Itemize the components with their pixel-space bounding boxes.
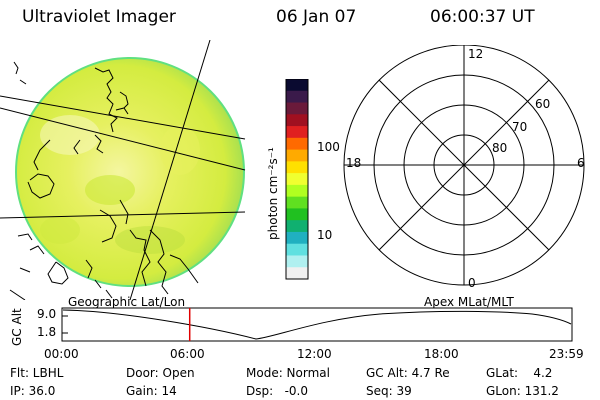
colorbar-segment — [286, 79, 308, 92]
colorbar-segment — [286, 267, 308, 280]
polar-diagonal-2 — [378, 79, 550, 251]
colorbar-segment — [286, 220, 308, 233]
colorbar-tick-10: 10 — [317, 228, 333, 242]
mlt-label-6: 6 — [577, 156, 585, 170]
time-tick-1200: 12:00 — [297, 347, 332, 361]
mode-value: Mode: Normal — [246, 366, 330, 380]
colorbar-segment — [286, 149, 308, 162]
coastlines — [13, 61, 199, 299]
mlat-label-70: 70 — [512, 120, 528, 134]
time-tick-0600: 06:00 — [170, 347, 205, 361]
observation-time: 06:00:37 UT — [430, 7, 535, 27]
geographic-grid — [0, 40, 246, 300]
alt-tick-low: 1.8 — [37, 325, 57, 339]
colorbar-segment — [286, 161, 308, 174]
colorbar-segment — [286, 208, 308, 221]
colorbar-segment — [286, 231, 308, 245]
orbit-altitude-timeline — [61, 307, 573, 342]
mlt-label-18: 18 — [346, 156, 362, 170]
colorbar-segment — [286, 137, 308, 151]
ip-value: IP: 36.0 — [10, 384, 56, 398]
gain-value: Gain: 14 — [126, 384, 177, 398]
earth-image — [0, 40, 246, 300]
colorbar-tick-100: 100 — [317, 140, 340, 154]
geographic-grid-label: Geographic Lat/Lon — [68, 295, 186, 309]
sequence-value: Seq: 39 — [366, 384, 412, 398]
earth-disk — [15, 57, 245, 287]
colorbar-unit-label: photon cm⁻²s⁻¹ — [266, 147, 280, 240]
alt-tick-high: 9.0 — [37, 307, 57, 321]
colorbar-segment — [286, 102, 308, 115]
colorbar-segment — [286, 184, 308, 198]
colorbar-segment — [286, 114, 308, 127]
dsp-value: Dsp: -0.0 — [246, 384, 309, 398]
gc-alt-value: GC Alt: 4.7 Re — [366, 366, 450, 380]
colorbar-segment — [286, 90, 308, 104]
mlt-label-12: 12 — [468, 47, 484, 61]
colorbar-segment — [286, 126, 308, 139]
colorbar-segment — [286, 255, 308, 268]
colorbar-segment — [286, 173, 308, 186]
observation-date: 06 Jan 07 — [276, 7, 357, 27]
filter-value: Flt: LBHL — [10, 366, 64, 380]
mlat-label-80: 80 — [492, 141, 508, 155]
colorbar-segment — [286, 243, 308, 256]
gc-alt-axis-label: GC Alt — [10, 308, 24, 346]
instrument-title: Ultraviolet Imager — [22, 7, 176, 27]
time-tick-2359: 23:59 — [549, 347, 584, 361]
mlat-label-60: 60 — [535, 97, 551, 111]
geographic-lon-value: GLon: 131.2 — [486, 384, 559, 398]
colorbar-segment — [286, 196, 308, 209]
time-tick-0000: 00:00 — [44, 347, 79, 361]
color-scale-bar — [285, 79, 309, 280]
geographic-lat-value: GLat: 4.2 — [486, 366, 553, 380]
polar-mlt-plot — [343, 45, 585, 286]
time-tick-1800: 18:00 — [424, 347, 459, 361]
door-status: Door: Open — [126, 366, 195, 380]
magnetic-grid-label: Apex MLat/MLT — [424, 295, 514, 309]
mlt-label-0: 0 — [468, 276, 476, 290]
altitude-curve — [62, 309, 572, 340]
